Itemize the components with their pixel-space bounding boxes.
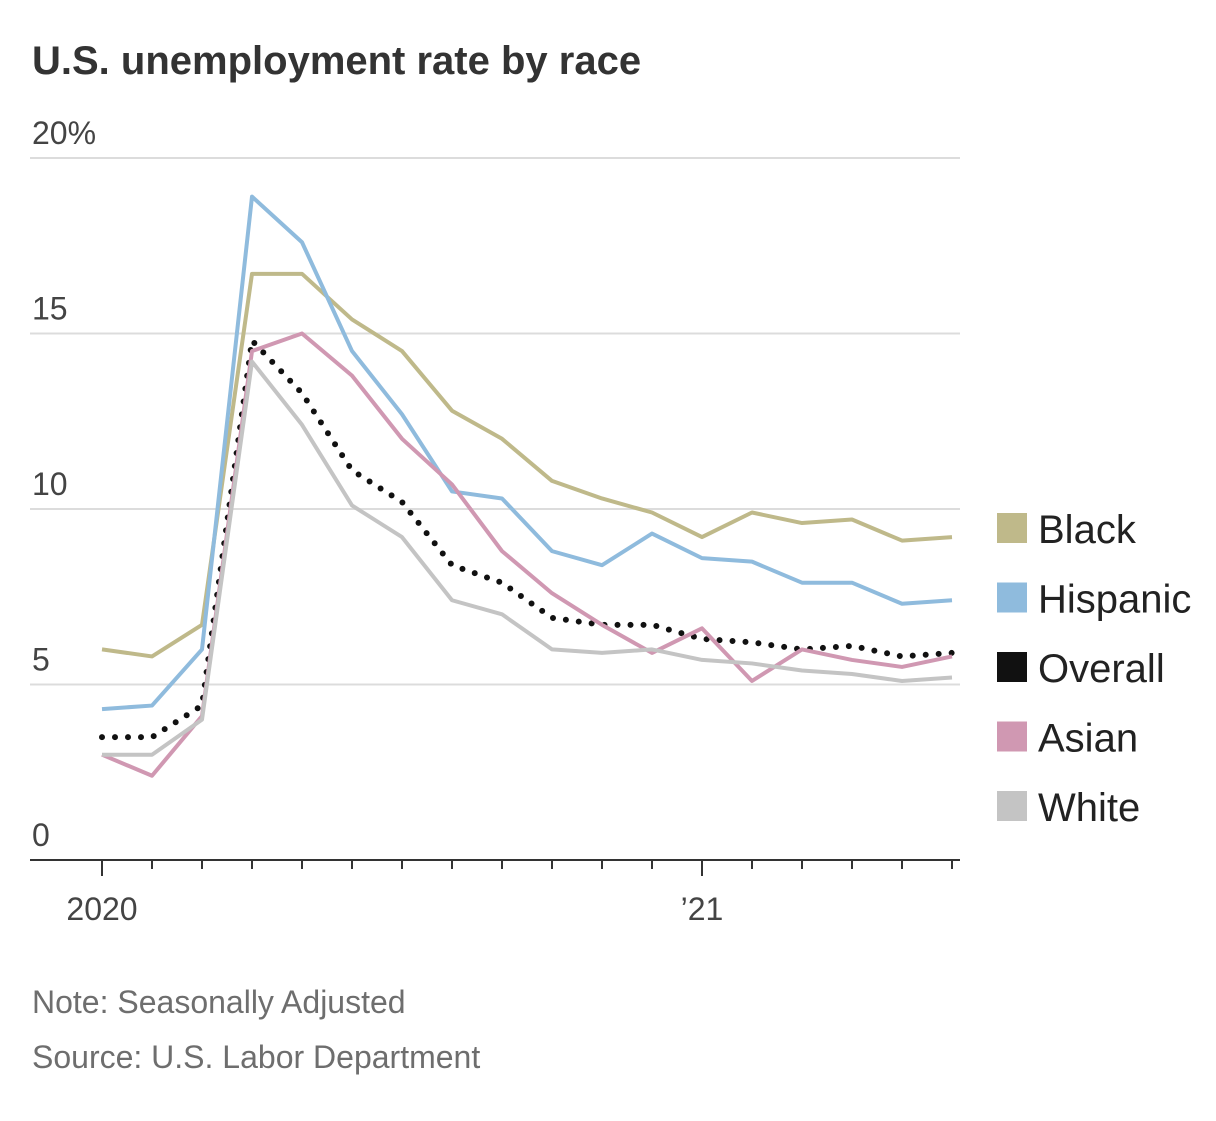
- legend-label: Asian: [1038, 717, 1138, 761]
- series-line-black: [101, 271, 953, 659]
- chart-source: Source: U.S. Labor Department: [32, 1039, 480, 1075]
- legend-item-white: White: [997, 786, 1140, 830]
- y-axis-ticks: 0 5 10 15 20%: [32, 115, 96, 853]
- y-tick-label: 10: [32, 466, 68, 502]
- series-line-white: [102, 359, 953, 757]
- legend-item-asian: Asian: [997, 717, 1138, 761]
- legend-swatch: [997, 582, 1027, 613]
- y-tick-label: 20%: [32, 115, 96, 151]
- legend-label: White: [1038, 786, 1140, 830]
- legend: Black Hispanic Overall Asian White: [997, 508, 1191, 830]
- legend-label: Overall: [1038, 647, 1165, 691]
- y-tick-label: 5: [32, 642, 50, 678]
- legend-item-hispanic: Hispanic: [997, 578, 1191, 622]
- series-lines: [99, 194, 955, 778]
- legend-label: Black: [1038, 508, 1137, 552]
- legend-swatch: [997, 652, 1027, 682]
- y-tick-label: 0: [32, 817, 50, 853]
- legend-item-overall: Overall: [997, 647, 1165, 691]
- x-tick-label: ’21: [681, 891, 724, 927]
- x-tick-label: 2020: [66, 891, 137, 927]
- chart-note: Note: Seasonally Adjusted: [32, 984, 406, 1020]
- legend-item-black: Black: [997, 508, 1137, 552]
- y-tick-label: 15: [32, 291, 68, 327]
- legend-label: Hispanic: [1038, 578, 1191, 622]
- legend-swatch: [997, 791, 1027, 821]
- series-line-hispanic: [101, 194, 953, 712]
- legend-swatch: [997, 513, 1027, 543]
- x-axis: 2020 ’21: [30, 859, 960, 927]
- legend-swatch: [997, 721, 1027, 752]
- grid: [30, 157, 960, 686]
- chart-title: U.S. unemployment rate by race: [32, 39, 641, 83]
